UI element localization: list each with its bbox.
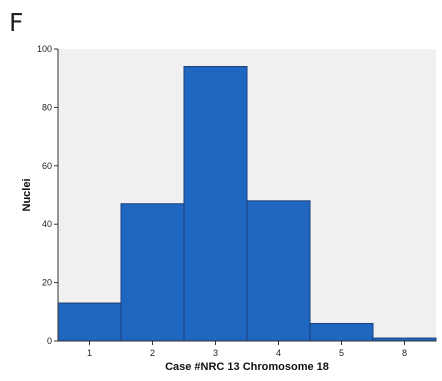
y-tick-label: 0 <box>47 336 52 346</box>
y-tick-label: 100 <box>37 44 52 54</box>
bar-1 <box>57 302 122 342</box>
x-tick-label: 5 <box>339 348 344 358</box>
bar-2 <box>120 203 185 342</box>
y-axis-ticks: 0 20 40 60 80 100 <box>37 44 58 346</box>
y-tick-label: 40 <box>42 219 52 229</box>
panel-label: F <box>9 8 24 37</box>
bar-4 <box>246 200 311 342</box>
x-axis-ticks: 1 2 3 4 5 8 <box>87 341 407 358</box>
y-tick-label: 60 <box>42 161 52 171</box>
x-tick-label: 3 <box>213 348 218 358</box>
bars-group <box>57 66 437 342</box>
bar-3 <box>183 66 248 342</box>
y-axis-title: Nuclei <box>21 178 33 211</box>
y-tick-label: 80 <box>42 102 52 112</box>
x-axis-title: Case #NRC 13 Chromosome 18 <box>165 361 329 373</box>
bar-5 <box>309 322 374 342</box>
x-tick-label: 1 <box>87 348 92 358</box>
x-tick-label: 2 <box>150 348 155 358</box>
x-tick-label: 8 <box>402 348 407 358</box>
y-tick-label: 20 <box>42 278 52 288</box>
x-tick-label: 4 <box>276 348 281 358</box>
